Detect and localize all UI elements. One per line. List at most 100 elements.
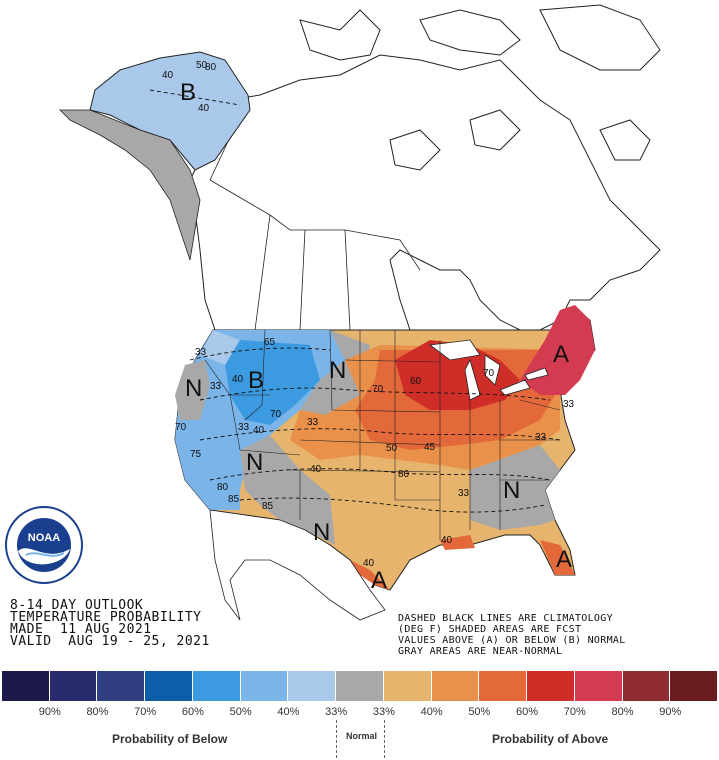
svg-text:33: 33: [307, 417, 319, 428]
legend-tick-label: 80%: [611, 706, 634, 718]
svg-text:70: 70: [175, 422, 187, 433]
svg-text:85: 85: [228, 494, 240, 505]
svg-text:40: 40: [198, 103, 210, 114]
legend-tick-label: 90%: [38, 706, 61, 718]
letter-n-fourcorners: N: [246, 449, 263, 476]
letter-a-northeast: A: [553, 341, 569, 368]
legend-tick-label: 50%: [468, 706, 491, 718]
below-label: Probability of Below: [112, 732, 228, 746]
legend-tick-label: 70%: [563, 706, 586, 718]
legend-swatch: [383, 671, 432, 701]
title-line-3: MADE 11 AUG 2021: [10, 622, 152, 637]
above-label: Probability of Above: [492, 732, 609, 746]
probability-legend: [2, 671, 719, 701]
svg-text:70: 70: [372, 384, 384, 395]
svg-text:33: 33: [238, 422, 250, 433]
svg-text:80: 80: [205, 62, 217, 73]
svg-text:33: 33: [458, 488, 470, 499]
legend-tick-label: 90%: [659, 706, 682, 718]
legend-tick-label: 40%: [420, 706, 443, 718]
svg-text:40: 40: [363, 558, 375, 569]
above-50-florida: [540, 540, 575, 575]
legend-swatch: [145, 671, 193, 701]
svg-text:80: 80: [217, 482, 229, 493]
letter-n-plains: N: [329, 357, 346, 384]
outlook-title: 8-14 DAY OUTLOOK TEMPERATURE PROBABILITY…: [10, 598, 210, 649]
below-normal-core: [225, 340, 320, 425]
state-lines: [204, 329, 561, 540]
near-normal-westcoast: [175, 360, 210, 420]
legend-tick-label: 60%: [516, 706, 539, 718]
note-line-3: VALUES ABOVE (A) OR BELOW (B) NORMAL: [398, 635, 626, 646]
legend-tick-label: 80%: [86, 706, 109, 718]
contour-labels: 50 40 40 65 33 40 70 33 40 70 70 60 33 3…: [162, 60, 575, 569]
legend-swatch: [479, 671, 528, 701]
title-line-4: VALID AUG 19 - 25, 2021: [10, 634, 210, 649]
svg-text:50: 50: [386, 443, 398, 454]
noaa-logo-icon: NOAA: [5, 506, 83, 584]
svg-text:50: 50: [196, 60, 208, 71]
legend-tick-label: 50%: [229, 706, 252, 718]
note-line-1: DASHED BLACK LINES ARE CLIMATOLOGY: [398, 613, 613, 624]
svg-text:40: 40: [232, 374, 244, 385]
great-lakes: [428, 339, 549, 401]
svg-text:33: 33: [195, 347, 207, 358]
legend-swatch: [288, 671, 337, 701]
svg-text:NOAA: NOAA: [28, 532, 60, 544]
svg-text:33: 33: [210, 381, 222, 392]
legend-swatch: [622, 671, 671, 701]
legend-divider-right: [384, 720, 385, 758]
svg-text:75: 75: [190, 449, 202, 460]
near-normal-plains: [300, 330, 370, 415]
note-line-2: (DEG F) SHADED AREAS ARE FCST: [398, 624, 582, 635]
below-normal-light-edge: [200, 330, 240, 365]
legend-tick-label: 33%: [325, 706, 348, 718]
svg-text:40: 40: [441, 535, 453, 546]
svg-text:33: 33: [535, 432, 547, 443]
category-letters: B B N N N N N A A A: [180, 79, 572, 594]
above-50-texas: [350, 560, 390, 590]
alaska-coast-gray: [59, 109, 201, 261]
letter-a-florida: A: [556, 546, 572, 573]
outlook-map: B B N N N N N A A A 50 40 40 65 33 40 70…: [59, 4, 661, 621]
note-line-4: GRAY AREAS ARE NEAR-NORMAL: [398, 646, 563, 657]
province-lines: [209, 104, 421, 331]
normal-label: Normal: [346, 731, 378, 741]
title-line-2: TEMPERATURE PROBABILITY: [10, 610, 202, 625]
letter-b-west: B: [248, 367, 264, 394]
svg-text:40: 40: [253, 425, 265, 436]
alaska-region: [89, 51, 251, 171]
svg-text:40: 40: [162, 70, 174, 81]
legend-swatch: [49, 671, 98, 701]
legend-divider-left: [336, 720, 337, 758]
climatology-lines: [149, 89, 561, 513]
map-notes: DASHED BLACK LINES ARE CLIMATOLOGY (DEG …: [398, 613, 626, 657]
legend-swatch: [2, 671, 50, 701]
svg-text:80: 80: [398, 469, 410, 480]
svg-text:70: 70: [483, 368, 495, 379]
legend-tick-label: 40%: [277, 706, 300, 718]
legend-swatch: [670, 671, 719, 701]
svg-text:60: 60: [410, 376, 422, 387]
legend-tick-label: 60%: [181, 706, 204, 718]
legend-swatch: [336, 671, 384, 701]
svg-text:70: 70: [270, 409, 282, 420]
legend-swatch: [240, 671, 289, 701]
letter-n-southeast: N: [503, 477, 520, 504]
legend-swatch: [97, 671, 146, 701]
letter-b-alaska: B: [180, 79, 196, 106]
letter-n-westcoast: N: [185, 375, 202, 402]
svg-text:45: 45: [424, 442, 436, 453]
mexico-outline: [209, 509, 386, 621]
legend-tick-label: 70%: [134, 706, 157, 718]
svg-text:33: 33: [563, 399, 575, 410]
legend-tick-label: 33%: [372, 706, 395, 718]
legend-swatch: [192, 671, 241, 701]
legend-swatch: [431, 671, 480, 701]
title-line-1: 8-14 DAY OUTLOOK: [10, 598, 144, 613]
letter-n-texas-west: N: [313, 519, 330, 546]
svg-text:65: 65: [264, 337, 276, 348]
near-normal-southeast: [470, 445, 560, 530]
svg-text:40: 40: [310, 464, 322, 475]
near-normal-fourcorners: [240, 435, 335, 545]
